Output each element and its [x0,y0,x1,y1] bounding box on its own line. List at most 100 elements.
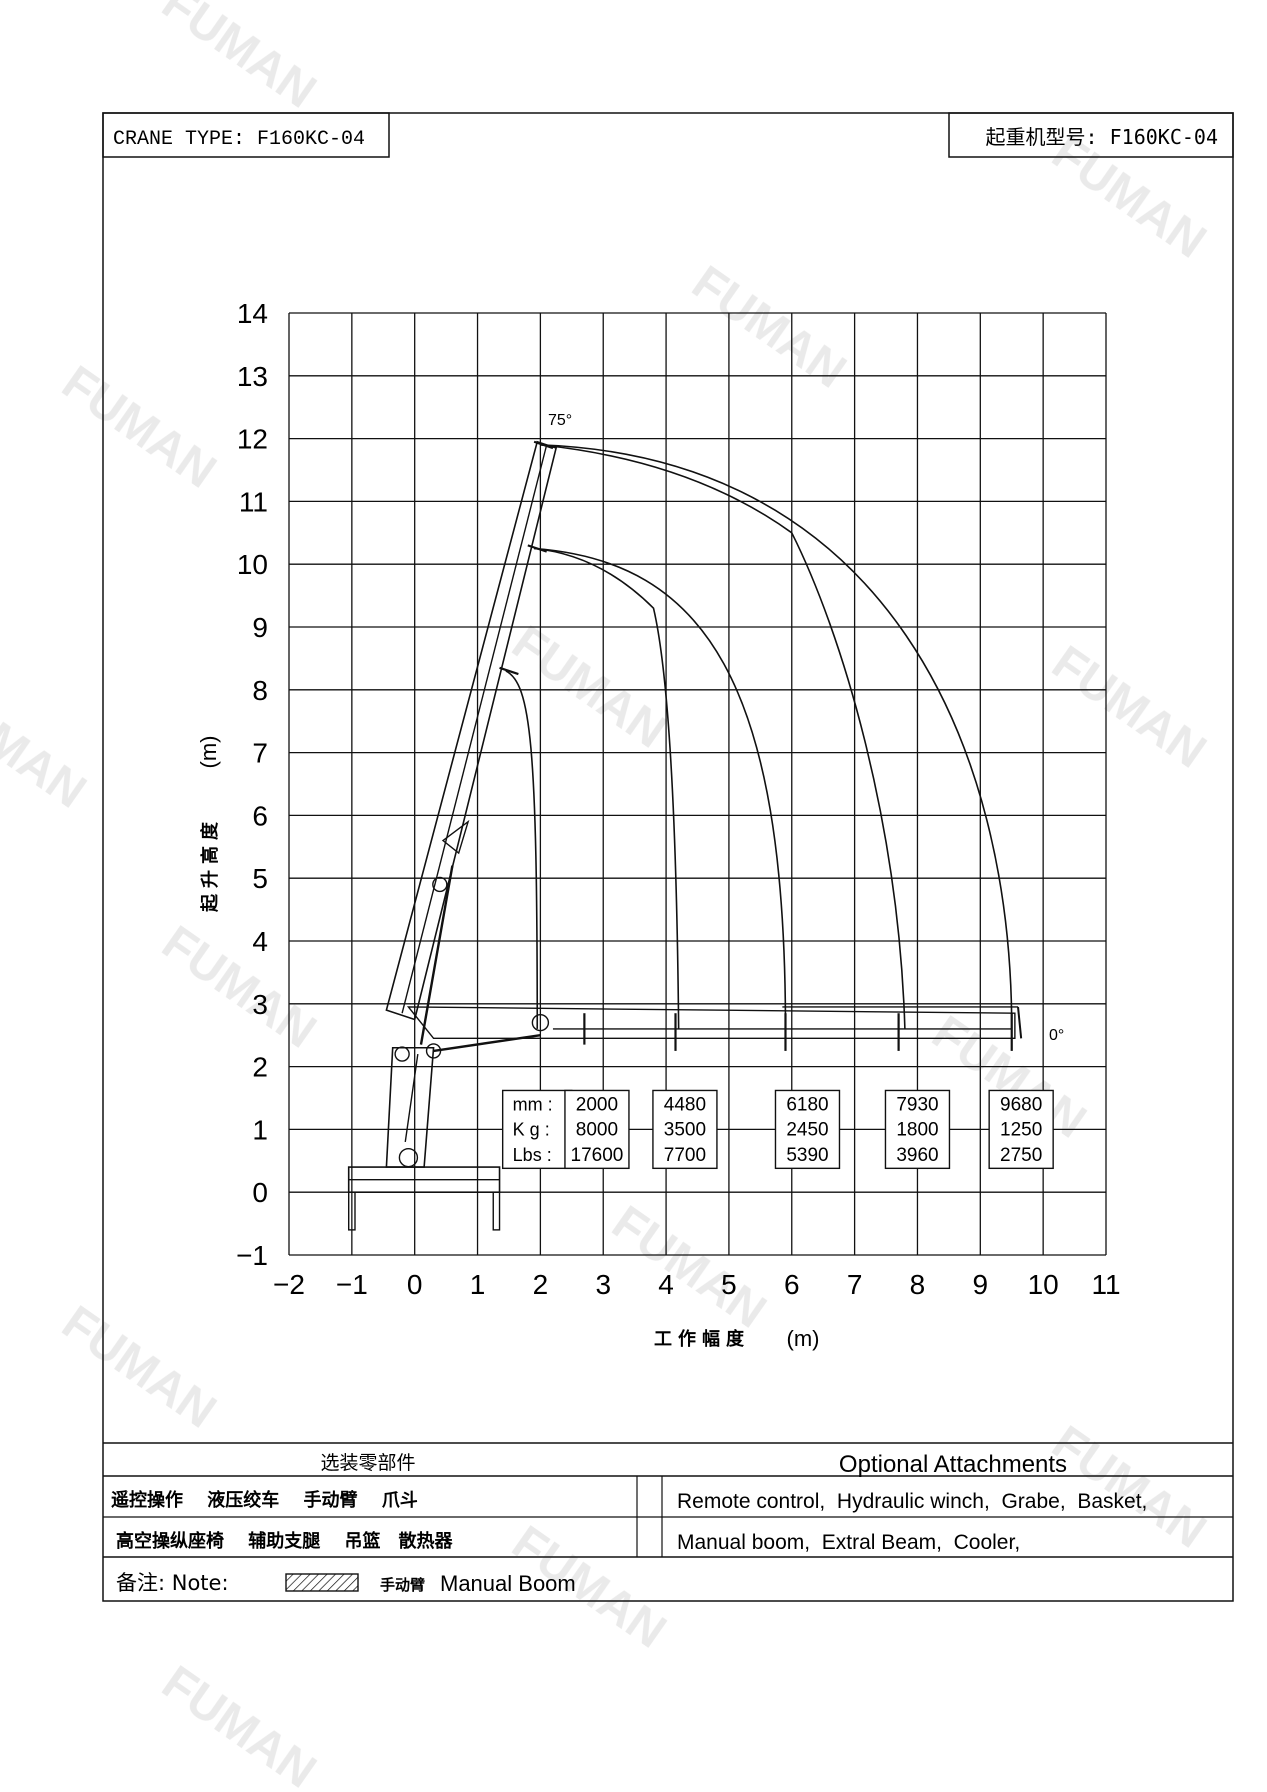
note-label: 备注: Note: [116,1571,229,1595]
x-tick-label: 5 [721,1269,737,1300]
x-tick-label: 9 [973,1269,989,1300]
chart-grid [288,312,1107,1256]
load-table: mm : K g : Lbs : 2000 8000 17600 4480 3500 7700 6… [501,1089,1054,1170]
load-table-cell: 7700 [664,1145,706,1166]
attachments-en-row2: Manual boom, Extral Beam, Cooler, [677,1531,1020,1554]
load-table-cell: 3960 [896,1145,938,1166]
outrigger-left [348,1191,356,1231]
crane-type-cn-box [948,112,1234,158]
crane-type-box [102,112,390,158]
watermark-logo-3: FUMAN [53,356,225,499]
load-table-cell: 4480 [664,1095,706,1116]
y-tick-label: 10 [237,549,268,580]
y-axis-label: 起升高度 [199,816,221,913]
load-table-column-box [988,1089,1054,1170]
load-table-cell: 2750 [1000,1145,1042,1166]
y-tick-label: 8 [252,675,268,706]
crane-type-cn-label: 起重机型号: F160KC-04 [986,125,1218,149]
boom-horizontal-joint [531,1013,550,1032]
angle-max-label: 75° [548,412,572,429]
note-legend-cn: 手动臂 [380,1576,425,1594]
column-cylinder [404,1053,419,1143]
boom-raised-joint-2 [527,544,548,553]
load-table-column-box [884,1089,951,1170]
x-tick-label: 2 [533,1269,549,1300]
attachments-en-title: Optional Attachments [839,1451,1067,1478]
x-axis-ticks: −2 −1 0 1 2 3 4 5 6 7 8 9 10 11 [273,1269,1121,1300]
y-tick-label: 12 [237,424,268,455]
x-tick-label: 7 [847,1269,863,1300]
watermark-logo-10: FUMAN [1043,1416,1215,1559]
load-table-cell: 7930 [896,1095,938,1116]
attachments-cn-title: 选装零部件 [320,1452,415,1474]
boom-horizontal-outline [406,1006,1016,1040]
boom-raised-inner [401,444,548,1014]
crane-boom-drawing [347,440,1023,1231]
x-tick-label: 8 [910,1269,926,1300]
y-tick-label: −1 [236,1240,268,1271]
x-tick-label: 1 [470,1269,486,1300]
load-table-cell: 2000 [576,1095,618,1116]
x-tick-label: 10 [1028,1269,1059,1300]
x-axis-label: 工作幅度 [654,1328,750,1350]
y-tick-label: 14 [237,298,268,329]
x-tick-label: 3 [595,1269,611,1300]
envelope-curve-2 [534,547,680,1029]
load-table-cell: 2450 [786,1120,828,1141]
attachments-cn-row1: 遥控操作 液压绞车 手动臂 爪斗 [111,1489,418,1511]
load-table-cell: 6180 [786,1095,828,1116]
load-table-cell: 17600 [571,1145,624,1166]
attachments-en-row1: Remote control, Hydraulic winch, Grabe, … [677,1490,1147,1513]
watermark-logo-0: FUMAN [153,0,325,119]
column-pivot [394,1046,410,1062]
crane-type-label: CRANE TYPE: F160KC-04 [113,128,365,151]
envelope-curve-4 [540,444,906,1029]
y-tick-label: 9 [252,612,268,643]
x-tick-label: 11 [1091,1269,1120,1300]
boom-raised-outline [385,440,558,1021]
load-table-row-label: Lbs : [513,1145,552,1165]
load-table-cell: 1250 [1000,1120,1042,1141]
load-table-cell: 1800 [896,1120,938,1141]
load-table-cell: 8000 [576,1120,618,1141]
boom-horizontal-tip [1017,1006,1023,1039]
boom-raised-cylinder-head [432,876,448,893]
y-tick-label: 5 [252,863,268,894]
boom-raised-joint-1 [499,666,519,676]
watermark-logo-9: FUMAN [53,1296,225,1439]
envelope-curve-1 [505,670,539,1029]
outrigger-right [492,1191,501,1231]
y-tick-label: 7 [252,738,268,769]
y-tick-label: 0 [252,1177,268,1208]
manual-boom-hatch-swatch [285,1573,359,1592]
y-tick-label: 13 [237,361,268,392]
x-tick-label: −1 [336,1269,368,1300]
watermark-logo-5: FUMAN [503,616,675,759]
watermark-logo-13: FUMAN [0,676,95,819]
x-tick-label: 0 [407,1269,423,1300]
x-axis-unit: (m) [787,1326,820,1351]
angle-min-label: 0° [1049,1027,1064,1044]
watermark-logo-4: FUMAN [1043,636,1215,779]
load-table-row-label: K g : [513,1120,550,1140]
boom-horizontal-cylinder [433,1034,541,1053]
envelope-curve-3 [534,547,787,1029]
outer-frame [102,112,1234,1602]
x-tick-label: −2 [273,1269,305,1300]
y-tick-label: 2 [252,1052,268,1083]
lift-envelope-curves [505,444,1013,1029]
watermark-logo-8: FUMAN [603,1196,775,1339]
envelope-curve-5 [540,444,1013,1029]
y-axis-unit: (m) [196,736,221,769]
y-tick-label: 11 [239,486,268,517]
note-legend-en: Manual Boom [440,1571,576,1596]
load-table-cell: 3500 [664,1120,706,1141]
y-tick-label: 1 [252,1114,268,1145]
boom-raised-cylinder [419,865,454,1045]
watermark-logo-12: FUMAN [153,1656,325,1792]
load-table-column-box [774,1089,841,1170]
y-tick-label: 4 [252,926,268,957]
watermark-layer: FUMAN FUMAN FUMAN FUMAN FUMAN FUMAN FUMAN FUMAN… [0,0,1215,1792]
y-tick-label: 3 [252,989,268,1020]
